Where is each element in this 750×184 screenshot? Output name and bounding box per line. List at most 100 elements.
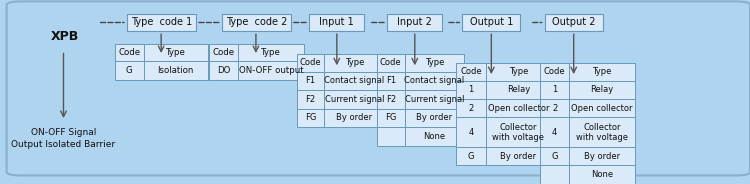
Bar — [377, 127, 404, 146]
Text: Code: Code — [380, 59, 401, 67]
Text: G: G — [468, 152, 474, 161]
Bar — [115, 61, 144, 80]
Bar — [144, 61, 208, 80]
Text: F2: F2 — [305, 95, 316, 104]
Bar — [297, 72, 325, 90]
Bar — [377, 109, 404, 127]
FancyBboxPatch shape — [387, 14, 442, 31]
Bar — [456, 117, 485, 147]
Text: Code: Code — [213, 48, 235, 57]
Text: Open collector: Open collector — [572, 104, 633, 113]
Bar — [115, 44, 144, 61]
Bar — [404, 54, 464, 72]
Text: Output 2: Output 2 — [552, 17, 596, 27]
Text: Code: Code — [460, 67, 482, 76]
Text: Open collector: Open collector — [488, 104, 549, 113]
Text: Input 2: Input 2 — [397, 17, 432, 27]
Text: Current signal: Current signal — [405, 95, 464, 104]
Text: FG: FG — [305, 113, 316, 122]
Bar — [325, 109, 384, 127]
Text: Contact signal: Contact signal — [324, 77, 385, 85]
Bar — [569, 147, 635, 165]
Bar — [325, 90, 384, 109]
Bar — [456, 81, 485, 99]
Text: Code: Code — [300, 59, 322, 67]
Text: By order: By order — [336, 113, 372, 122]
Bar — [297, 90, 325, 109]
Text: Type: Type — [509, 67, 528, 76]
Text: Collector
with voltage: Collector with voltage — [576, 123, 628, 142]
Bar — [485, 117, 551, 147]
Text: 2: 2 — [552, 104, 557, 113]
Bar — [540, 147, 569, 165]
Bar — [238, 44, 304, 61]
Text: Type: Type — [166, 48, 186, 57]
FancyBboxPatch shape — [222, 14, 291, 31]
FancyBboxPatch shape — [462, 14, 520, 31]
Text: F1: F1 — [386, 77, 396, 85]
Bar — [297, 109, 325, 127]
Bar — [297, 54, 325, 72]
Bar — [569, 165, 635, 184]
Text: Relay: Relay — [507, 85, 530, 94]
Bar — [540, 81, 569, 99]
Bar — [209, 61, 238, 80]
Text: 4: 4 — [468, 128, 473, 137]
Text: Contact signal: Contact signal — [404, 77, 464, 85]
Bar — [485, 63, 551, 81]
Text: None: None — [591, 170, 613, 179]
Text: 1: 1 — [468, 85, 473, 94]
Text: Type: Type — [592, 67, 612, 76]
Bar — [540, 117, 569, 147]
FancyBboxPatch shape — [7, 1, 750, 176]
Text: Relay: Relay — [590, 85, 613, 94]
Bar — [485, 147, 551, 165]
Bar — [404, 90, 464, 109]
Bar — [404, 127, 464, 146]
Text: Type: Type — [261, 48, 281, 57]
Bar — [377, 90, 404, 109]
Text: Input 1: Input 1 — [319, 17, 354, 27]
Text: By order: By order — [416, 113, 452, 122]
Bar — [569, 117, 635, 147]
Text: Collector
with voltage: Collector with voltage — [492, 123, 544, 142]
Bar — [485, 99, 551, 117]
Bar — [377, 72, 404, 90]
Bar — [485, 81, 551, 99]
Text: Isolation: Isolation — [158, 66, 194, 75]
Bar — [325, 72, 384, 90]
Text: F1: F1 — [305, 77, 316, 85]
Text: Type: Type — [424, 59, 444, 67]
Bar — [456, 63, 485, 81]
Text: G: G — [551, 152, 558, 161]
Bar — [569, 63, 635, 81]
Text: Type  code 2: Type code 2 — [226, 17, 287, 27]
Text: F2: F2 — [386, 95, 396, 104]
Text: Code: Code — [544, 67, 566, 76]
Text: Code: Code — [118, 48, 140, 57]
Text: By order: By order — [500, 152, 536, 161]
Text: G: G — [126, 66, 133, 75]
Bar — [209, 44, 238, 61]
Text: Current signal: Current signal — [325, 95, 384, 104]
FancyBboxPatch shape — [309, 14, 364, 31]
Text: ON-OFF output: ON-OFF output — [239, 66, 304, 75]
Text: ON-OFF Signal
Output Isolated Barrier: ON-OFF Signal Output Isolated Barrier — [11, 128, 116, 149]
FancyBboxPatch shape — [544, 14, 603, 31]
Text: Type  code 1: Type code 1 — [131, 17, 192, 27]
Text: DO: DO — [217, 66, 230, 75]
Bar — [540, 63, 569, 81]
Bar — [456, 147, 485, 165]
Text: Output 1: Output 1 — [470, 17, 513, 27]
Bar — [377, 54, 404, 72]
Bar — [540, 99, 569, 117]
Bar — [456, 99, 485, 117]
Bar — [404, 109, 464, 127]
Text: By order: By order — [584, 152, 620, 161]
Bar — [238, 61, 304, 80]
Bar — [569, 81, 635, 99]
Text: 4: 4 — [552, 128, 557, 137]
Bar — [540, 165, 569, 184]
Bar — [325, 54, 384, 72]
Text: FG: FG — [385, 113, 397, 122]
